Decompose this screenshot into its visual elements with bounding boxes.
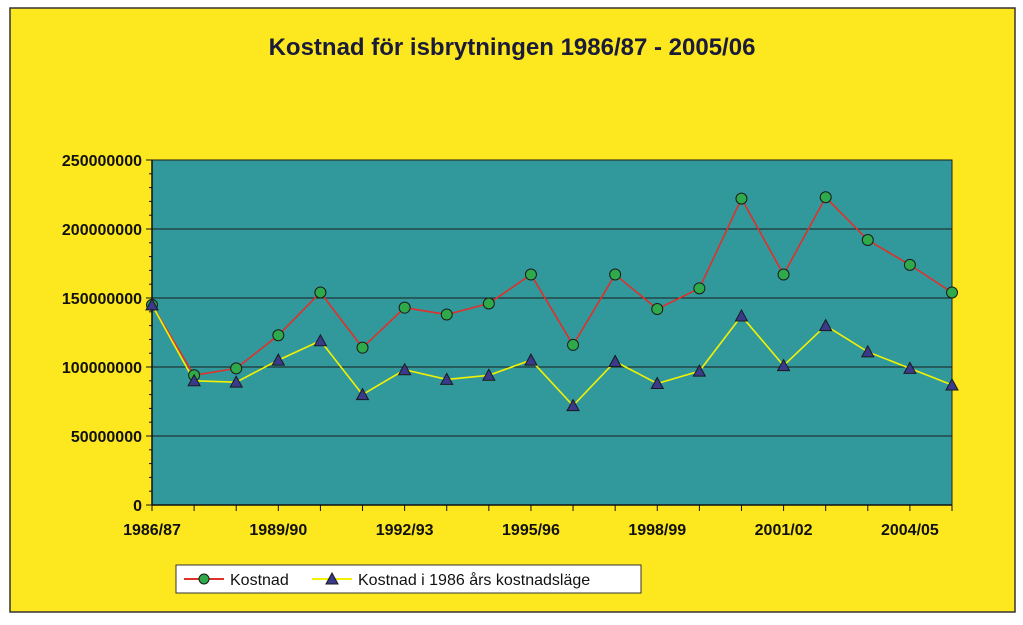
- data-point-kostnad: [398, 301, 411, 314]
- data-point-kostnad: [819, 191, 832, 204]
- data-point-kostnad: [272, 329, 285, 342]
- data-point-kostnad: [356, 341, 369, 354]
- x-tick-label: 1992/93: [376, 522, 434, 539]
- chart-title: Kostnad för isbrytningen 1986/87 - 2005/…: [269, 34, 756, 61]
- legend-kostnadslage-label: Kostnad i 1986 års kostnadsläge: [358, 571, 590, 589]
- data-point-kostnad: [440, 308, 453, 321]
- axes: 0 50000000 100000000 150000000 200000000 2500…: [62, 153, 953, 539]
- data-point-kostnad: [609, 268, 622, 281]
- data-point-kostnadslage: [524, 353, 538, 366]
- plot-area: [151, 159, 953, 506]
- data-point-kostnad: [230, 362, 243, 375]
- x-tick-label: 1986/87: [123, 522, 181, 539]
- data-point-kostnad: [524, 268, 537, 281]
- y-tick-label: 250000000: [62, 153, 142, 170]
- data-point-kostnadslage: [145, 297, 159, 311]
- data-point-kostnadslage: [903, 361, 917, 374]
- series-line-1: [151, 304, 953, 407]
- y-tick-label: 0: [133, 498, 142, 515]
- legend-kostnadslage-marker: [325, 571, 339, 585]
- data-point-kostnadslage: [187, 373, 201, 387]
- data-point-kostnadslage: [229, 375, 244, 388]
- y-tick-label: 150000000: [62, 291, 142, 308]
- data-point-kostnadslage: [355, 387, 370, 401]
- series-line-0: [151, 195, 953, 377]
- y-tick-label: 100000000: [62, 360, 142, 377]
- data-point-kostnadslage: [313, 333, 328, 347]
- data-point-kostnadslage: [945, 377, 959, 391]
- legend-kostnad-marker: [198, 573, 210, 585]
- data-point-kostnadslage: [439, 372, 454, 385]
- data-point-kostnad: [314, 286, 327, 299]
- legend-kostnad-label: Kostnad: [230, 572, 289, 589]
- data-point-kostnadslage: [692, 364, 707, 377]
- x-tick-label: 1989/90: [249, 522, 307, 539]
- data-point-kostnadslage: [271, 353, 286, 366]
- data-point-kostnad: [777, 268, 790, 281]
- data-point-kostnadslage: [650, 376, 665, 390]
- legend: Kostnad Kostnad i 1986 års kostnadsläge: [175, 564, 642, 594]
- legend-box: [175, 564, 642, 594]
- data-point-kostnadslage: [608, 354, 623, 367]
- data-point-kostnadslage: [860, 344, 875, 358]
- y-tick-label: 50000000: [71, 429, 142, 446]
- data-point-kostnad: [735, 192, 748, 205]
- x-tick-label: 1998/99: [628, 522, 686, 539]
- data-point-kostnadslage: [397, 362, 412, 376]
- y-tick-label: 200000000: [62, 222, 142, 239]
- gridlines: [152, 159, 952, 437]
- data-point-kostnadslage: [734, 308, 749, 322]
- data-point-kostnadslage: [481, 368, 496, 381]
- data-point-kostnad: [482, 297, 495, 310]
- data-point-kostnadslage: [776, 358, 791, 372]
- data-point-kostnad: [567, 338, 580, 351]
- data-point-kostnad: [903, 258, 916, 271]
- x-tick-label: 1995/96: [502, 522, 560, 539]
- series-lines: [145, 191, 959, 412]
- data-point-kostnad: [693, 282, 706, 295]
- data-point-kostnad: [861, 234, 874, 247]
- data-point-kostnad: [651, 303, 664, 316]
- data-point-kostnadslage: [818, 318, 833, 332]
- x-tick-label: 2001/02: [755, 522, 813, 539]
- x-tick-label: 2004/05: [881, 522, 939, 539]
- data-point-kostnadslage: [566, 398, 580, 412]
- data-point-kostnad: [946, 286, 958, 299]
